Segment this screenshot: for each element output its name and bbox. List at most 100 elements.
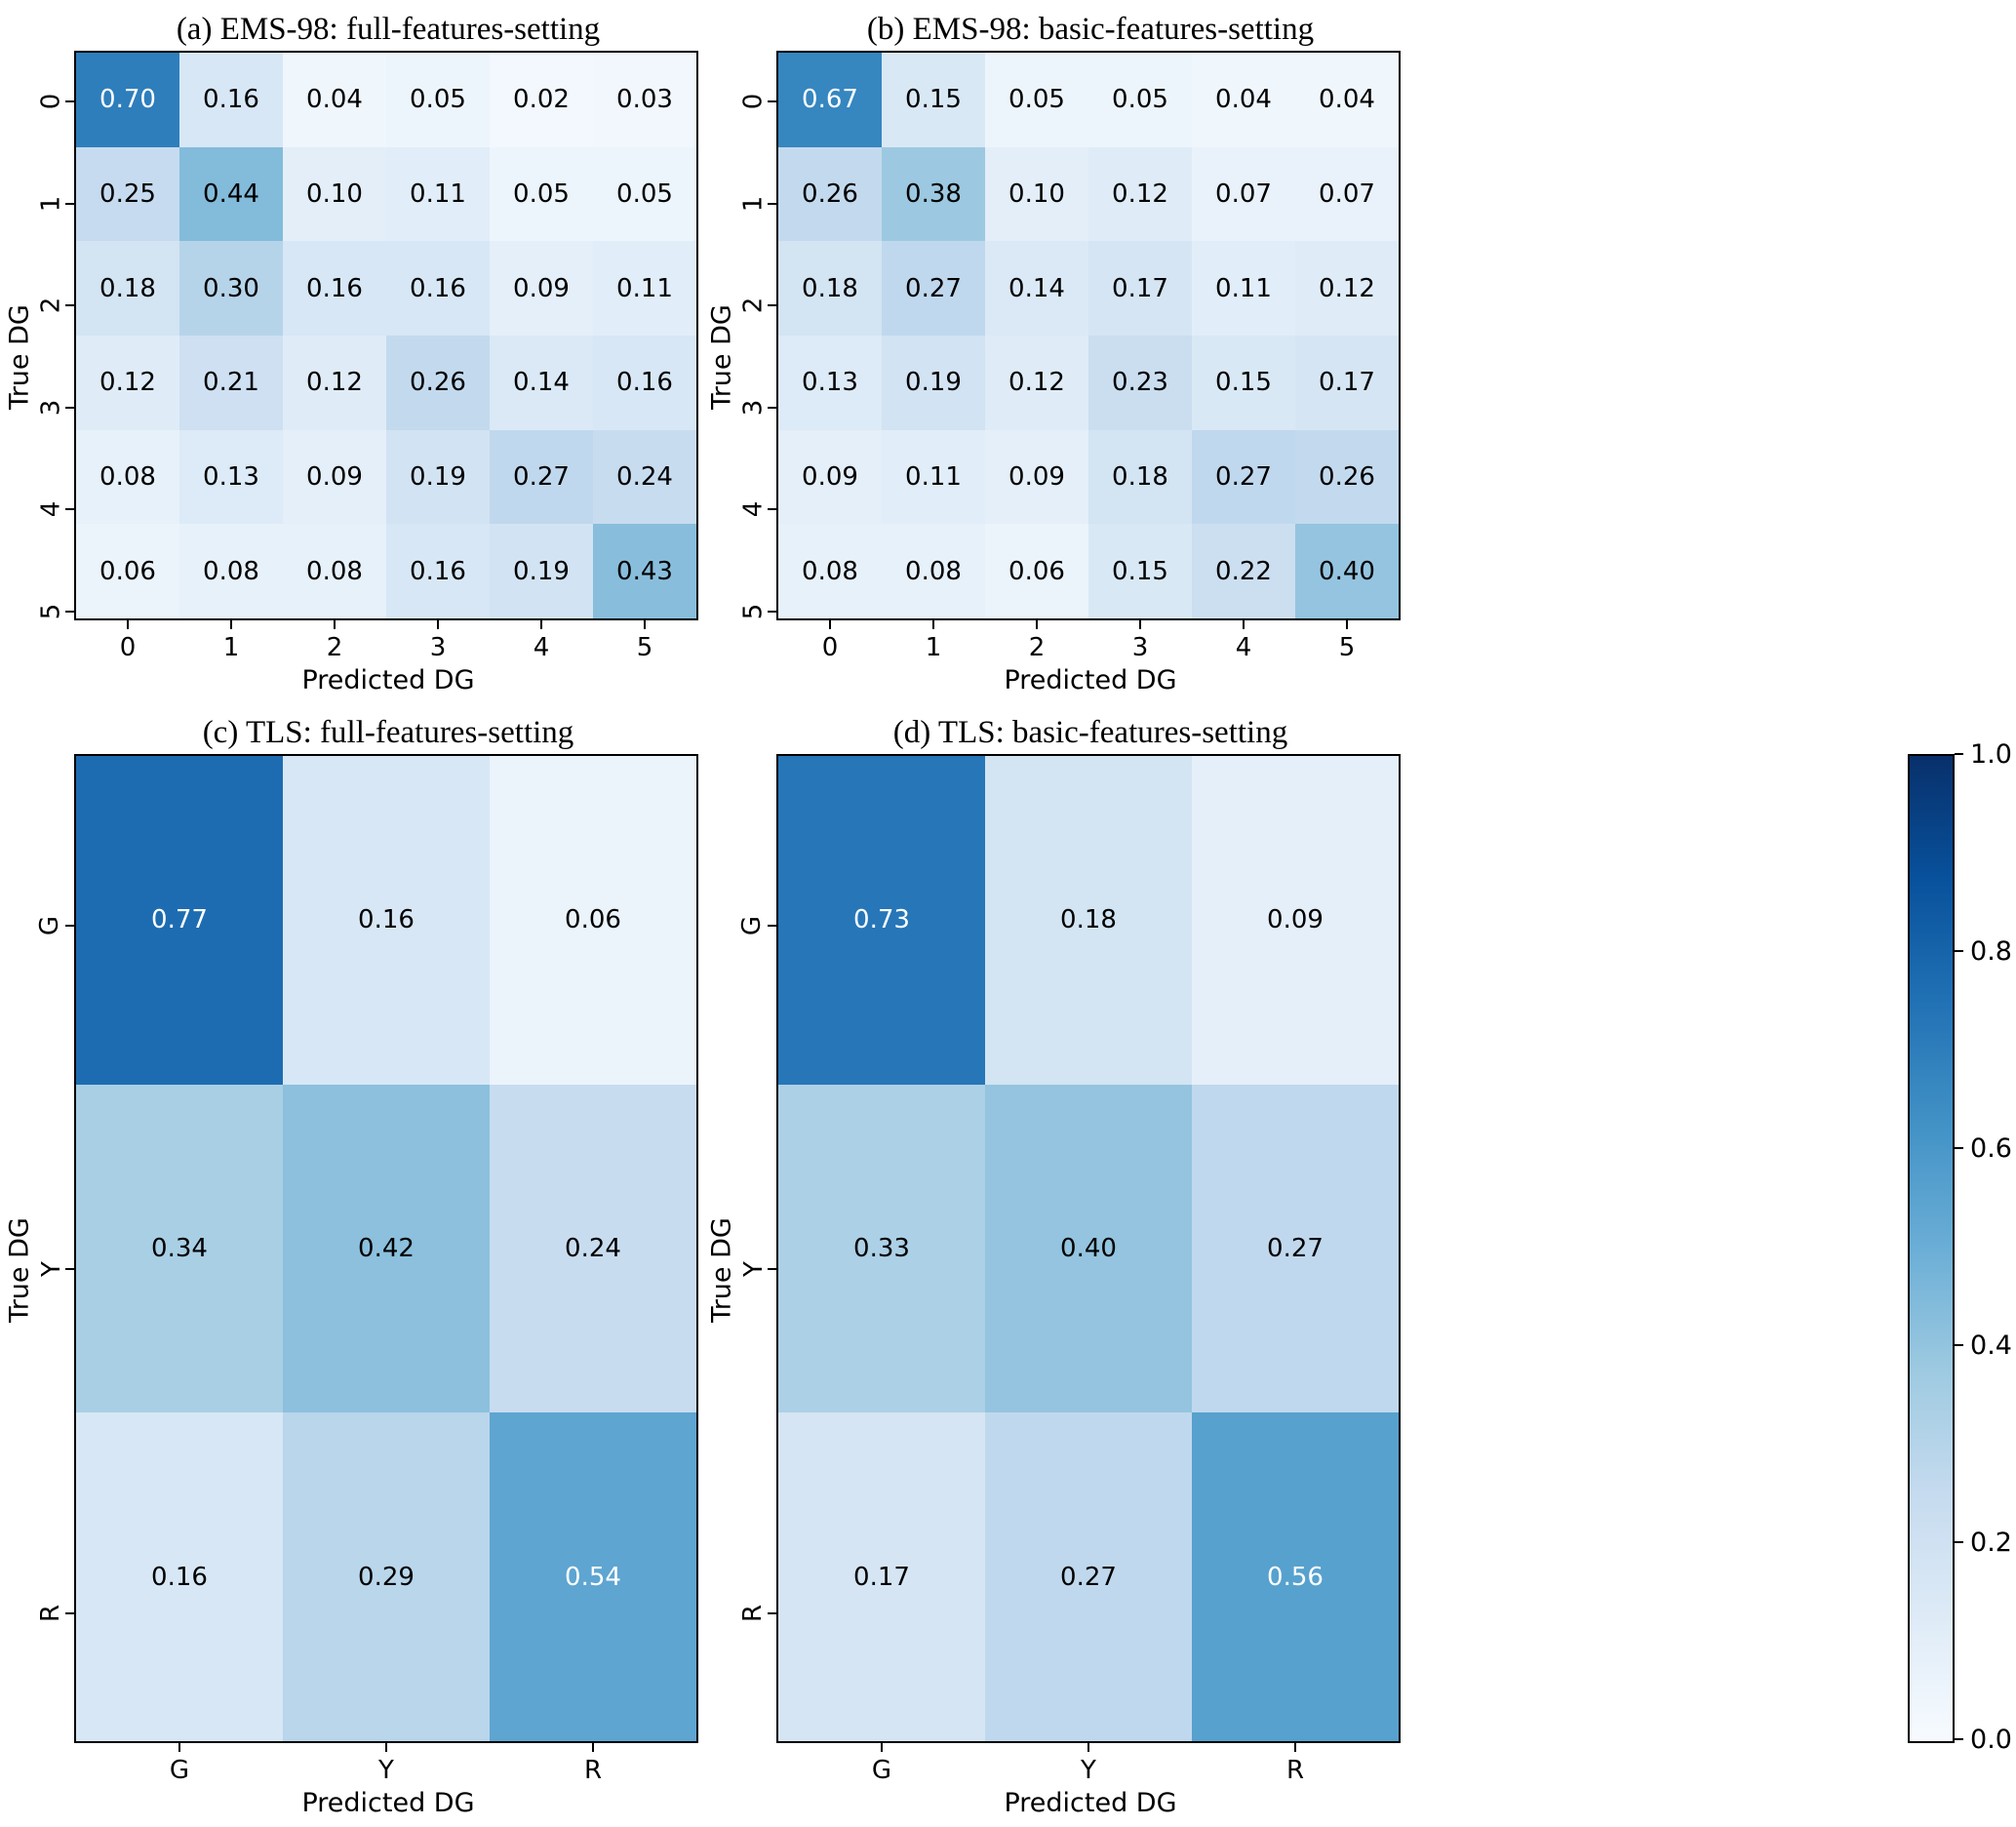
heatmap-cell: 0.17 — [1088, 241, 1192, 336]
x-tick-mark — [644, 620, 646, 629]
x-tick-label: 2 — [1028, 633, 1046, 662]
heatmap-cell: 0.05 — [985, 53, 1088, 147]
heatmap-cell: 0.04 — [1192, 53, 1295, 147]
heatmap-cell: 0.12 — [283, 335, 386, 430]
y-tick: 0 — [735, 51, 776, 153]
heatmap-cell: 0.16 — [386, 524, 490, 618]
heatmap-cell: 0.19 — [490, 524, 593, 618]
x-tick: 3 — [386, 620, 490, 662]
y-tick-mark — [65, 1611, 74, 1614]
heatmap-cell: 0.06 — [76, 524, 179, 618]
y-tick-label: 3 — [738, 399, 769, 417]
heatmap-b: 0.67 0.15 0.05 0.05 0.04 0.04 0.26 0.38 0.10 0.12… — [776, 51, 1401, 620]
panel-d-y-ticks: G Y R — [735, 754, 776, 1785]
heatmap-cell: 0.24 — [490, 1084, 696, 1413]
heatmap-cell: 0.27 — [490, 429, 593, 525]
heatmap-cell: 0.16 — [283, 756, 490, 1085]
heatmap-cell: 0.05 — [593, 146, 696, 242]
colorbar-tick-mark — [1955, 950, 1964, 952]
x-tick: 3 — [1088, 620, 1192, 662]
panel-b-x-ticks: 0 1 2 3 4 5 — [778, 620, 1399, 662]
panel-d: (d) TLS: basic-features-setting True DG … — [707, 711, 1401, 1818]
colorbar: 1.0 0.8 0.6 0.4 0.2 0.0 — [1908, 739, 2012, 1755]
x-tick-mark — [1036, 620, 1038, 629]
panel-c-title: (c) TLS: full-features-setting — [202, 715, 574, 750]
panel-a-title: (a) EMS-98: full-features-setting — [176, 12, 601, 47]
y-tick: 2 — [735, 255, 776, 357]
x-tick-mark — [932, 620, 934, 629]
x-tick-label: R — [1285, 1756, 1305, 1785]
heatmap-cell: 0.14 — [985, 241, 1088, 336]
heatmap-cell: 0.44 — [179, 146, 283, 242]
y-tick-label: 5 — [738, 603, 769, 620]
panel-b-plot-area: 0.67 0.15 0.05 0.05 0.04 0.04 0.26 0.38 0.10 0.12… — [776, 51, 1401, 662]
x-tick-label: G — [169, 1756, 190, 1785]
x-tick: 0 — [76, 620, 179, 662]
y-tick: 1 — [33, 153, 74, 256]
heatmap-cell: 0.15 — [1088, 524, 1192, 618]
heatmap-cell: 0.30 — [179, 241, 283, 336]
x-tick-mark — [230, 620, 232, 629]
heatmap-cell: 0.27 — [1192, 1084, 1399, 1413]
y-tick-mark — [768, 925, 776, 928]
panel-b-x-axis-label: Predicted DG — [1004, 665, 1177, 695]
heatmap-a: 0.70 0.16 0.04 0.05 0.02 0.03 0.25 0.44 0.10 0.11… — [74, 51, 698, 620]
colorbar-tick-mark — [1955, 1541, 1964, 1543]
panel-a-y-ticks: 0 1 2 3 4 5 — [33, 51, 74, 662]
colorbar-tick-label: 0.4 — [1970, 1330, 2012, 1361]
heatmap-cell: 0.18 — [778, 241, 882, 336]
x-tick-label: 1 — [925, 633, 942, 662]
x-tick-label: 3 — [429, 633, 447, 662]
heatmap-cell: 0.16 — [179, 53, 283, 147]
x-tick: 1 — [882, 620, 985, 662]
y-tick: 3 — [735, 357, 776, 459]
y-tick-mark — [768, 1611, 776, 1614]
heatmap-cell: 0.18 — [1088, 429, 1192, 525]
heatmap-cell: 0.34 — [76, 1084, 283, 1413]
heatmap-cell: 0.67 — [778, 53, 882, 147]
heatmap-cell: 0.16 — [386, 241, 490, 336]
heatmap-cell: 0.26 — [386, 335, 490, 430]
panel-a: (a) EMS-98: full-features-setting True D… — [5, 8, 698, 695]
y-tick: 0 — [33, 51, 74, 153]
colorbar-tick-mark — [1955, 1344, 1964, 1346]
x-tick-label: G — [871, 1756, 892, 1785]
y-tick-mark — [768, 406, 776, 409]
top-row: (a) EMS-98: full-features-setting True D… — [5, 8, 2016, 695]
heatmap-cell: 0.13 — [778, 335, 882, 430]
colorbar-tick-label: 0.2 — [1970, 1527, 2012, 1558]
heatmap-cell: 0.07 — [1295, 146, 1399, 242]
y-tick-mark — [65, 202, 74, 205]
heatmap-cell: 0.06 — [490, 756, 696, 1085]
panel-d-title: (d) TLS: basic-features-setting — [892, 715, 1288, 750]
x-tick-mark — [437, 620, 439, 629]
heatmap-cell: 0.27 — [985, 1412, 1192, 1741]
heatmap-cell: 0.21 — [179, 335, 283, 430]
y-tick: 3 — [33, 357, 74, 459]
heatmap-cell: 0.22 — [1192, 524, 1295, 618]
x-tick-label: 5 — [1338, 633, 1356, 662]
x-tick-mark — [385, 1743, 387, 1752]
colorbar-tick-label: 0.0 — [1970, 1724, 2012, 1755]
heatmap-cell: 0.16 — [593, 335, 696, 430]
y-tick: Y — [33, 1097, 74, 1441]
panel-b-title: (b) EMS-98: basic-features-setting — [866, 12, 1315, 47]
heatmap-cell: 0.05 — [490, 146, 593, 242]
y-tick: 2 — [33, 255, 74, 357]
x-tick-label: 3 — [1131, 633, 1149, 662]
heatmap-cell: 0.19 — [882, 335, 985, 430]
heatmap-cell: 0.08 — [778, 524, 882, 618]
heatmap-c: 0.77 0.16 0.06 0.34 0.42 0.24 0.16 0.29 0.54 — [74, 754, 698, 1743]
y-tick-label: 1 — [36, 195, 66, 213]
heatmap-d: 0.73 0.18 0.09 0.33 0.40 0.27 0.17 0.27 0.56 — [776, 754, 1401, 1743]
y-tick: 4 — [33, 458, 74, 561]
y-tick-mark — [768, 304, 776, 307]
y-tick-mark — [768, 202, 776, 205]
heatmap-cell: 0.73 — [778, 756, 985, 1085]
panel-c-x-axis-label: Predicted DG — [301, 1788, 475, 1818]
x-tick: 4 — [1192, 620, 1295, 662]
heatmap-cell: 0.09 — [985, 429, 1088, 525]
heatmap-cell: 0.12 — [985, 335, 1088, 430]
